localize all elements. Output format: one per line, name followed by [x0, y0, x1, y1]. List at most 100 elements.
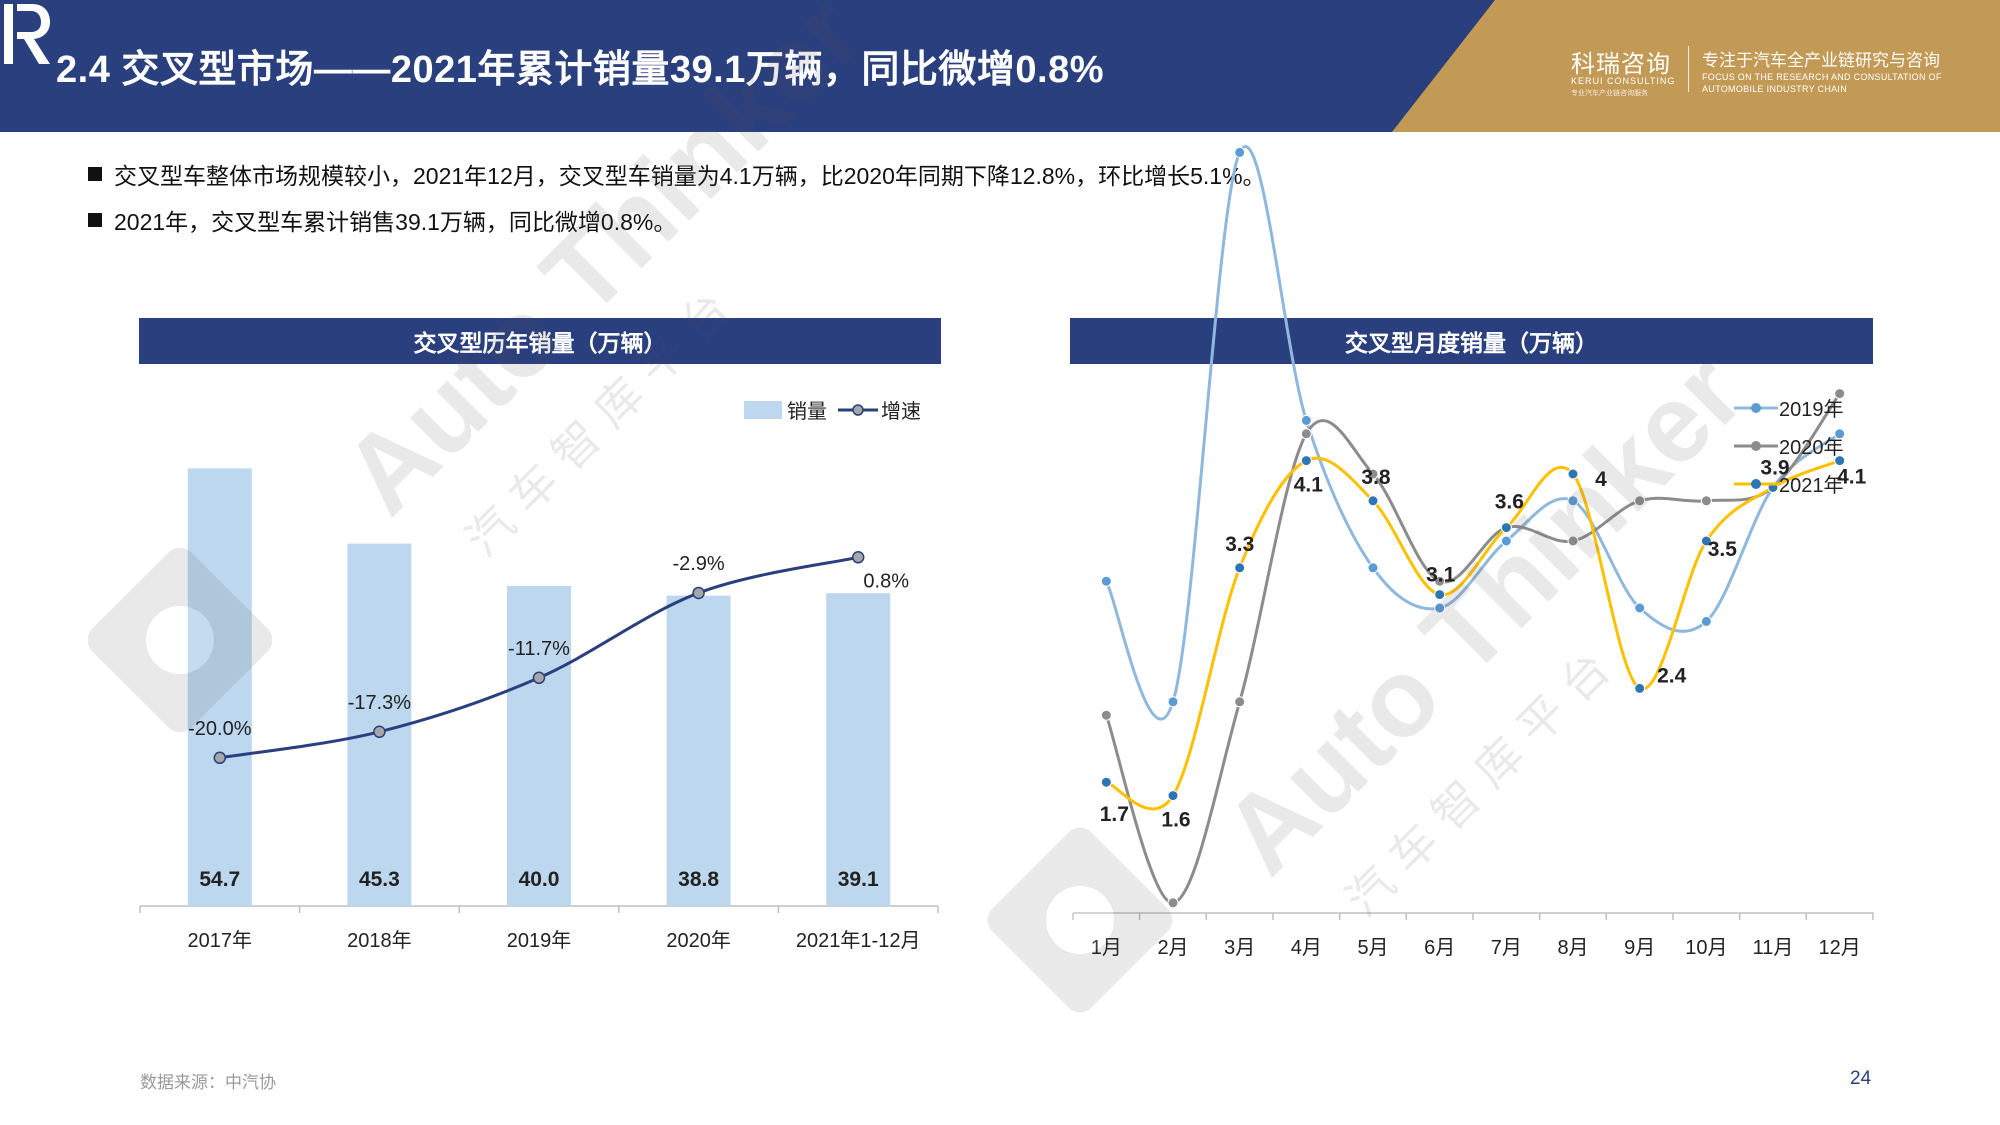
data-label-2021: 3.5 — [1708, 538, 1738, 561]
series-point — [1234, 696, 1246, 708]
growth-point — [692, 586, 705, 600]
bullet-item: 2021年，交叉型车累计销售39.1万辆，同比微增0.8%。 — [88, 203, 676, 237]
x-tick-label: 2021年1-12月 — [796, 929, 921, 952]
series-point — [1300, 455, 1312, 467]
series-point — [1634, 602, 1646, 614]
legend-marker — [1751, 403, 1761, 413]
series-point — [1434, 602, 1446, 614]
data-label-2021: 1.7 — [1100, 803, 1129, 826]
bar — [187, 468, 252, 906]
series-point — [1167, 696, 1179, 708]
x-tick-label: 2019年 — [507, 929, 572, 952]
growth-point — [851, 551, 865, 564]
bullet-square-icon — [88, 213, 102, 227]
x-tick-label: 4月 — [1291, 937, 1322, 959]
bar-value-label: 38.8 — [678, 868, 719, 891]
series-point — [1300, 414, 1312, 426]
bar — [507, 586, 571, 906]
series-point — [1834, 428, 1846, 440]
series-point — [1100, 709, 1112, 721]
bullet-text: 2021年，交叉型车累计销售39.1万辆，同比微增0.8%。 — [114, 209, 677, 235]
series-point — [1434, 589, 1446, 601]
x-tick-label: 2018年 — [347, 929, 412, 952]
data-label-2021: 2.4 — [1657, 664, 1687, 687]
legend-label: 2021年 — [1779, 474, 1844, 497]
data-label-2021: 1.6 — [1161, 809, 1190, 832]
data-label-2021: 4 — [1595, 468, 1607, 491]
series-point — [1567, 495, 1579, 507]
bar-value-label: 54.7 — [199, 868, 240, 891]
growth-point — [532, 671, 546, 685]
growth-label: -2.9% — [672, 553, 724, 575]
legend-swatch-bar — [744, 401, 782, 419]
series-point — [1100, 776, 1112, 788]
series-point — [1234, 562, 1246, 574]
data-label-2021: 3.6 — [1495, 491, 1524, 514]
series-point — [1500, 522, 1512, 534]
x-tick-label: 9月 — [1624, 937, 1655, 959]
data-label-2021: 4.1 — [1837, 466, 1867, 489]
brand-tagline: 专业汽车产业链咨询服务 — [1571, 90, 1648, 97]
bar-value-label: 39.1 — [838, 868, 879, 891]
series-point — [1300, 428, 1312, 440]
data-label-2021: 3.8 — [1361, 466, 1391, 489]
header-background — [0, 0, 2000, 132]
bullet-item: 交叉型车整体市场规模较小，2021年12月，交叉型车销量为4.1万辆，比2020… — [88, 157, 1266, 191]
data-label-2021: 4.1 — [1294, 474, 1324, 497]
kerui-logo-icon — [4, 4, 50, 64]
series-point — [1367, 495, 1379, 507]
x-tick-label: 3月 — [1224, 937, 1255, 959]
series-point — [1434, 575, 1446, 587]
legend-label: 2020年 — [1779, 436, 1844, 459]
data-label-2021: 3.9 — [1760, 456, 1789, 479]
series-point — [1500, 535, 1512, 547]
right-chart-title: 交叉型月度销量（万辆） — [1070, 318, 1873, 364]
series-point — [1234, 146, 1246, 158]
bar — [666, 595, 731, 906]
series-point — [1367, 562, 1379, 574]
data-source: 数据来源：中汽协 — [140, 1073, 276, 1092]
brand-divider — [1688, 46, 1689, 92]
series-line — [1105, 456, 1841, 811]
brand-name-en: KERUI CONSULTING — [1571, 76, 1676, 86]
series-line — [1104, 145, 1841, 721]
x-tick-label: 5月 — [1357, 937, 1388, 959]
x-tick-label: 2月 — [1157, 937, 1188, 959]
page-number: 24 — [1850, 1068, 1872, 1089]
page-title: 2.4 交叉型市场——2021年累计销量39.1万辆，同比微增0.8% — [56, 49, 1104, 91]
x-tick-label: 2017年 — [188, 929, 253, 952]
series-point — [1634, 682, 1646, 694]
legend-label: 增速 — [881, 400, 921, 423]
x-tick-label: 11月 — [1753, 937, 1794, 959]
growth-label: -11.7% — [508, 638, 570, 660]
x-tick-label: 2020年 — [666, 929, 731, 952]
series-point — [1167, 897, 1179, 909]
series-point — [1700, 615, 1712, 627]
legend-marker — [1751, 479, 1761, 489]
slogan: 专注于汽车全产业链研究与咨询 — [1702, 51, 1940, 70]
x-tick-label: 12月 — [1819, 937, 1861, 959]
x-tick-label: 10月 — [1685, 937, 1727, 959]
legend-marker — [852, 404, 864, 416]
series-point — [1567, 468, 1579, 480]
growth-label: 0.8% — [863, 570, 909, 592]
slogan-en: FOCUS ON THE RESEARCH AND CONSULTATION O… — [1702, 72, 1942, 94]
series-point — [1567, 535, 1579, 547]
x-tick-label: 7月 — [1491, 937, 1522, 959]
data-label-2021: 3.1 — [1426, 564, 1456, 587]
brand-name: 科瑞咨询 — [1571, 51, 1671, 78]
series-point — [1834, 455, 1846, 467]
data-label-2021: 3.3 — [1225, 533, 1254, 556]
series-point — [1367, 468, 1379, 480]
series-point — [1834, 388, 1846, 400]
bar — [826, 593, 891, 906]
series-point — [1100, 575, 1112, 587]
series-point — [1634, 495, 1646, 507]
legend-label: 销量 — [787, 400, 827, 423]
legend-label: 2019年 — [1779, 398, 1844, 421]
bullet-square-icon — [88, 167, 102, 181]
series-point — [1700, 495, 1712, 507]
series-point — [1700, 535, 1712, 547]
x-tick-label: 1月 — [1091, 937, 1122, 959]
